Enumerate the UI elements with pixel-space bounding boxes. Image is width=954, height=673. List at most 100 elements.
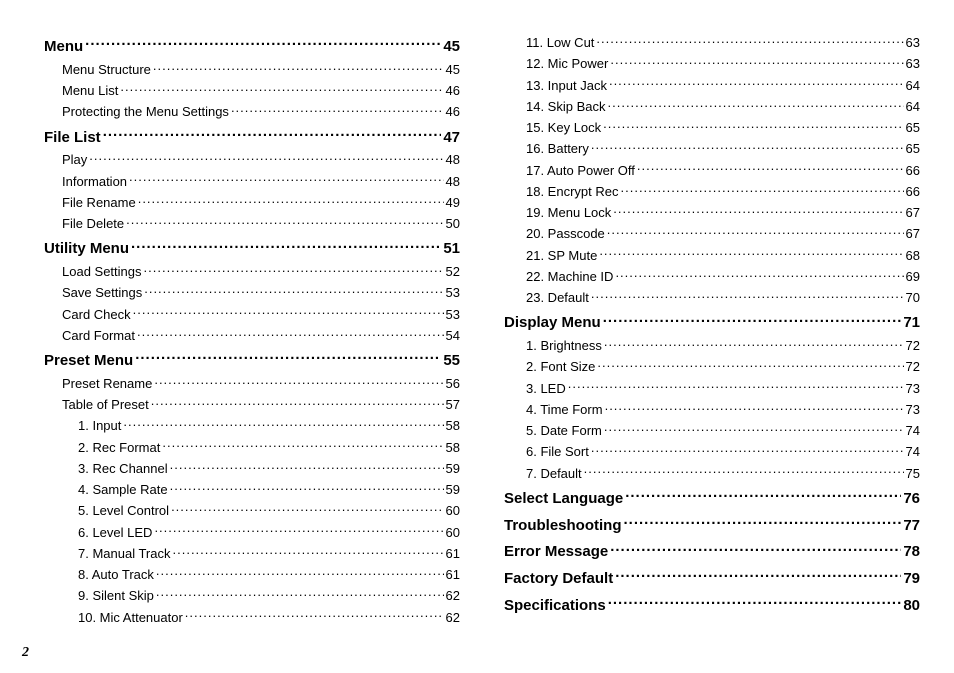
toc-entry-label: 6. File Sort	[526, 444, 589, 460]
toc-leader-dots	[603, 119, 903, 132]
toc-entry-page: 63	[906, 35, 920, 51]
toc-leader-dots	[89, 151, 443, 164]
toc-entry-page: 45	[446, 62, 460, 78]
toc-entry: Factory Default79	[504, 568, 920, 589]
toc-entry-page: 61	[446, 567, 460, 583]
toc-entry: File List 47	[44, 127, 460, 148]
toc-leader-dots	[591, 443, 904, 456]
toc-entry-label: 5. Date Form	[526, 423, 602, 439]
toc-leader-dots	[185, 609, 444, 622]
toc-entry: 13. Input Jack64	[526, 77, 920, 94]
toc-entry-page: 67	[906, 205, 920, 221]
toc-entry-label: Menu	[44, 38, 83, 57]
toc-entry-label: 15. Key Lock	[526, 120, 601, 136]
toc-entry-page: 72	[906, 338, 920, 354]
toc-leader-dots	[171, 502, 443, 515]
toc-entry: 17. Auto Power Off66	[526, 162, 920, 179]
toc-entry: 2. Rec Format58	[78, 439, 460, 456]
toc-entry-label: 16. Battery	[526, 141, 589, 157]
toc-entry-page: 75	[906, 466, 920, 482]
toc-leader-dots	[604, 337, 904, 350]
toc-entry: 23. Default70	[526, 289, 920, 306]
toc-entry-label: 14. Skip Back	[526, 99, 606, 115]
toc-entry: File Delete50	[62, 215, 460, 232]
toc-leader-dots	[599, 247, 903, 260]
toc-leader-dots	[154, 524, 443, 537]
toc-entry-label: Specifications	[504, 597, 606, 616]
toc-leader-dots	[621, 183, 904, 196]
page-number: 2	[22, 645, 29, 661]
toc-entry: 10. Mic Attenuator62	[78, 609, 460, 626]
toc-entry-page: 55	[443, 352, 460, 371]
toc-entry: Troubleshooting77	[504, 515, 920, 536]
toc-leader-dots	[613, 204, 903, 217]
toc-entry-label: Utility Menu	[44, 240, 129, 259]
toc-leader-dots	[597, 358, 903, 371]
toc-entry: 3. Rec Channel59	[78, 460, 460, 477]
toc-entry-page: 73	[906, 402, 920, 418]
toc-leader-dots	[584, 465, 904, 478]
toc-leader-dots	[120, 82, 443, 95]
toc-leader-dots	[129, 173, 443, 186]
toc-entry-page: 46	[446, 104, 460, 120]
toc-entry-label: 20. Passcode	[526, 226, 605, 242]
toc-leader-dots	[133, 306, 444, 319]
toc-entry-label: Error Message	[504, 543, 608, 562]
toc-entry-label: 17. Auto Power Off	[526, 163, 635, 179]
toc-entry-page: 53	[446, 307, 460, 323]
toc-entry-page: 62	[446, 588, 460, 604]
toc-entry-page: 58	[446, 418, 460, 434]
toc-entry-page: 64	[906, 78, 920, 94]
toc-entry-page: 68	[906, 248, 920, 264]
toc-entry: 19. Menu Lock67	[526, 204, 920, 221]
toc-leader-dots	[162, 439, 443, 452]
toc-entry-label: Card Format	[62, 328, 135, 344]
toc-entry: 11. Low Cut 63	[526, 34, 920, 51]
toc-entry-label: 2. Rec Format	[78, 440, 160, 456]
toc-entry: 21. SP Mute68	[526, 247, 920, 264]
toc-leader-dots	[153, 61, 444, 74]
toc-leader-dots	[608, 595, 902, 610]
toc-entry-page: 72	[906, 359, 920, 375]
toc-entry-label: Display Menu	[504, 314, 601, 333]
toc-entry-page: 65	[906, 141, 920, 157]
toc-entry-label: Play	[62, 152, 87, 168]
toc-entry-label: 22. Machine ID	[526, 269, 613, 285]
toc-entry-page: 49	[446, 195, 460, 211]
toc-entry: File Rename 49	[62, 194, 460, 211]
toc-entry-page: 48	[446, 174, 460, 190]
toc-leader-dots	[126, 215, 443, 228]
toc-entry-label: File Rename	[62, 195, 136, 211]
toc-entry: 2. Font Size 72	[526, 358, 920, 375]
toc-entry: Card Format54	[62, 327, 460, 344]
toc-entry-label: 7. Manual Track	[78, 546, 171, 562]
toc-entry-label: Troubleshooting	[504, 517, 622, 536]
toc-entry-page: 51	[443, 240, 460, 259]
toc-leader-dots	[625, 488, 901, 503]
toc-entry-label: 10. Mic Attenuator	[78, 610, 183, 626]
toc-leader-dots	[123, 417, 443, 430]
toc-entry-page: 47	[443, 129, 460, 148]
toc-entry: Error Message78	[504, 541, 920, 562]
toc-entry: Save Settings53	[62, 284, 460, 301]
toc-entry-label: 11. Low Cut	[526, 35, 594, 51]
toc-entry: Table of Preset57	[62, 396, 460, 413]
toc-entry-label: Menu List	[62, 83, 118, 99]
toc-entry: Load Settings52	[62, 263, 460, 280]
toc-entry-page: 60	[446, 525, 460, 541]
toc-entry-label: 4. Sample Rate	[78, 482, 168, 498]
toc-entry-label: 2. Font Size	[526, 359, 595, 375]
toc-entry: 20. Passcode67	[526, 225, 920, 242]
toc-entry-label: Save Settings	[62, 285, 142, 301]
toc-entry: Select Language76	[504, 488, 920, 509]
toc-entry-label: File List	[44, 129, 101, 148]
toc-entry-label: 23. Default	[526, 290, 589, 306]
toc-leader-dots	[231, 103, 444, 116]
toc-leader-dots	[138, 194, 444, 207]
toc-leader-dots	[151, 396, 444, 409]
toc-entry-page: 61	[446, 546, 460, 562]
toc-entry: 5. Level Control60	[78, 502, 460, 519]
toc-entry-page: 69	[906, 269, 920, 285]
toc-entry-label: Card Check	[62, 307, 131, 323]
toc-entry-label: 1. Input	[78, 418, 121, 434]
